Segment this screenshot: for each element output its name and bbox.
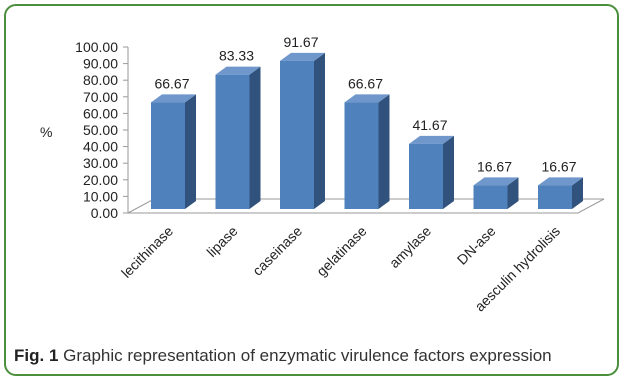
- bar-front: [344, 102, 379, 209]
- bar-top: [151, 94, 196, 103]
- bar-side: [314, 52, 325, 209]
- data-label: 41.67: [412, 117, 447, 133]
- bar-top: [538, 177, 583, 186]
- x-tick-label: lecithinase: [118, 223, 176, 281]
- bar: [215, 66, 261, 209]
- bar-side: [185, 94, 196, 209]
- y-tick-label: 20.00: [83, 172, 118, 188]
- bar-top: [344, 94, 390, 103]
- bar: [538, 177, 583, 209]
- bar-front: [280, 60, 314, 209]
- y-tick-label: 0.00: [91, 205, 118, 221]
- data-label: 16.67: [477, 158, 512, 174]
- y-tick-label: 90.00: [83, 56, 118, 72]
- bar-side: [378, 94, 390, 209]
- bar-top: [215, 66, 261, 75]
- bar-front: [215, 74, 250, 209]
- bar-side: [507, 177, 519, 209]
- figure-caption: Fig. 1 Graphic representation of enzymat…: [14, 346, 614, 366]
- bar-side: [443, 135, 454, 209]
- bar-top: [409, 135, 454, 144]
- bar-front: [409, 143, 443, 209]
- data-label: 83.33: [219, 48, 254, 64]
- bar: [409, 135, 454, 209]
- y-tick-label: 80.00: [83, 72, 118, 88]
- y-axis-title: %: [40, 124, 52, 140]
- bar-front: [538, 185, 572, 209]
- data-label: 66.67: [154, 75, 189, 91]
- bar: [151, 94, 196, 209]
- bar-top: [280, 52, 325, 61]
- bar-side: [249, 66, 261, 209]
- bar-front: [473, 185, 508, 209]
- data-label: 16.67: [541, 158, 576, 174]
- bar-side: [572, 177, 583, 209]
- y-tick-label: 60.00: [83, 105, 118, 121]
- y-tick-label: 50.00: [83, 122, 118, 138]
- data-label: 91.67: [283, 34, 318, 50]
- x-tick-label: gelatinase: [313, 223, 370, 280]
- x-tick-label: amylase: [386, 223, 434, 271]
- data-label: 66.67: [348, 75, 383, 91]
- x-tick-label: caseinase: [249, 223, 305, 279]
- caption-label: Fig. 1: [14, 346, 59, 365]
- bar: [344, 94, 390, 209]
- bar-top: [473, 177, 519, 186]
- bar: [473, 177, 519, 209]
- y-tick-label: 10.00: [83, 188, 118, 204]
- x-tick-label: DN-ase: [454, 223, 499, 268]
- y-tick-label: 40.00: [83, 139, 118, 155]
- y-tick-label: 70.00: [83, 89, 118, 105]
- x-tick-label: lipase: [203, 223, 240, 260]
- bar: [280, 52, 325, 209]
- bar-front: [151, 102, 185, 209]
- y-tick-label: 30.00: [83, 155, 118, 171]
- caption-text: Graphic representation of enzymatic viru…: [58, 346, 552, 365]
- y-tick-label: 100.00: [75, 39, 118, 55]
- bar-chart: 0.0010.0020.0030.0040.0050.0060.0070.008…: [40, 34, 605, 314]
